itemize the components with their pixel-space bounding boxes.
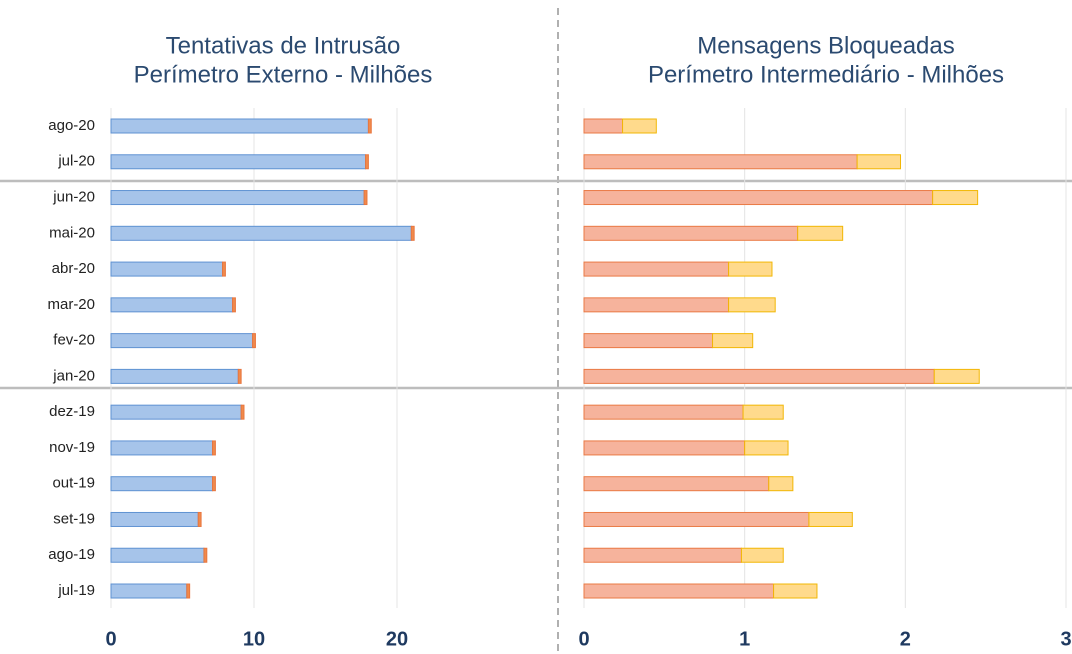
bar-segment — [232, 297, 236, 313]
bar-segment — [933, 368, 980, 384]
x-tick-label: 20 — [386, 628, 408, 650]
bar-segment — [110, 190, 365, 206]
y-tick-label: set-19 — [53, 510, 95, 527]
bar-segment — [222, 261, 226, 277]
bar-segment — [367, 118, 372, 134]
y-tick-label: jan-20 — [52, 367, 95, 384]
bar-segment — [583, 440, 746, 456]
y-tick-label: ago-20 — [48, 117, 95, 134]
y-tick-label: abr-20 — [52, 260, 95, 277]
y-tick-label: ago-19 — [48, 546, 95, 563]
bar-segment — [744, 440, 789, 456]
bar-segment — [622, 118, 657, 134]
bar-segment — [110, 511, 199, 527]
bar-segment — [583, 333, 714, 349]
bar-segment — [583, 404, 744, 420]
bar-segment — [583, 225, 799, 241]
x-tick-label: 3 — [1060, 628, 1071, 650]
x-tick-label: 10 — [243, 628, 265, 650]
x-tick-label: 0 — [578, 628, 589, 650]
bar-segment — [583, 583, 775, 599]
x-tick-label: 2 — [900, 628, 911, 650]
bar-segment — [252, 333, 256, 349]
bar-segment — [583, 511, 810, 527]
bar-segment — [583, 368, 935, 384]
bar-segment — [728, 297, 776, 313]
bar-segment — [110, 476, 214, 492]
chart-subtitle: Perímetro Intermediário - Milhões — [648, 61, 1004, 88]
y-tick-label: jun-20 — [52, 189, 95, 206]
bar-segment — [365, 154, 369, 170]
y-tick-label: nov-19 — [49, 439, 95, 456]
chart-title: Mensagens Bloqueadas — [697, 32, 955, 59]
bar-segment — [203, 547, 208, 563]
chart-subtitle: Perímetro Externo - Milhões — [134, 61, 433, 88]
bar-segment — [583, 476, 770, 492]
bar-segment — [110, 547, 205, 563]
chart-title: Tentativas de Intrusão — [166, 32, 401, 59]
bar-segment — [583, 190, 934, 206]
bar-segment — [583, 297, 730, 313]
bar-segment — [410, 225, 415, 241]
bar-segment — [186, 583, 191, 599]
bar-segment — [110, 225, 412, 241]
y-tick-label: jul-19 — [57, 582, 95, 599]
x-tick-label: 1 — [739, 628, 750, 650]
bar-segment — [932, 190, 979, 206]
bar-segment — [768, 476, 794, 492]
bar-segment — [856, 154, 902, 170]
bar-segment — [728, 261, 773, 277]
bar-segment — [583, 547, 742, 563]
bar-segment — [583, 118, 624, 134]
bar-segment — [240, 404, 245, 420]
bar-segment — [237, 368, 242, 384]
bar-segment — [583, 261, 730, 277]
bar-segment — [110, 297, 234, 313]
y-tick-label: fev-20 — [53, 332, 95, 349]
bar-segment — [212, 476, 216, 492]
bar-segment — [740, 547, 784, 563]
bar-segment — [583, 154, 858, 170]
y-tick-label: jul-20 — [57, 153, 95, 170]
bar-segment — [110, 404, 242, 420]
bar-segment — [212, 440, 216, 456]
bar-segment — [110, 333, 254, 349]
bar-segment — [742, 404, 784, 420]
y-tick-label: dez-19 — [49, 403, 95, 420]
bar-segment — [773, 583, 818, 599]
bar-segment — [712, 333, 754, 349]
bar-segment — [797, 225, 844, 241]
y-tick-label: mai-20 — [49, 224, 95, 241]
y-tick-label: out-19 — [52, 475, 95, 492]
bar-segment — [110, 261, 224, 277]
bar-segment — [197, 511, 202, 527]
x-tick-label: 0 — [105, 628, 116, 650]
y-tick-label: mar-20 — [47, 296, 95, 313]
bar-segment — [110, 583, 188, 599]
bar-segment — [808, 511, 853, 527]
bar-segment — [363, 190, 368, 206]
bar-segment — [110, 154, 367, 170]
bar-segment — [110, 118, 369, 134]
bar-segment — [110, 440, 214, 456]
bar-segment — [110, 368, 239, 384]
